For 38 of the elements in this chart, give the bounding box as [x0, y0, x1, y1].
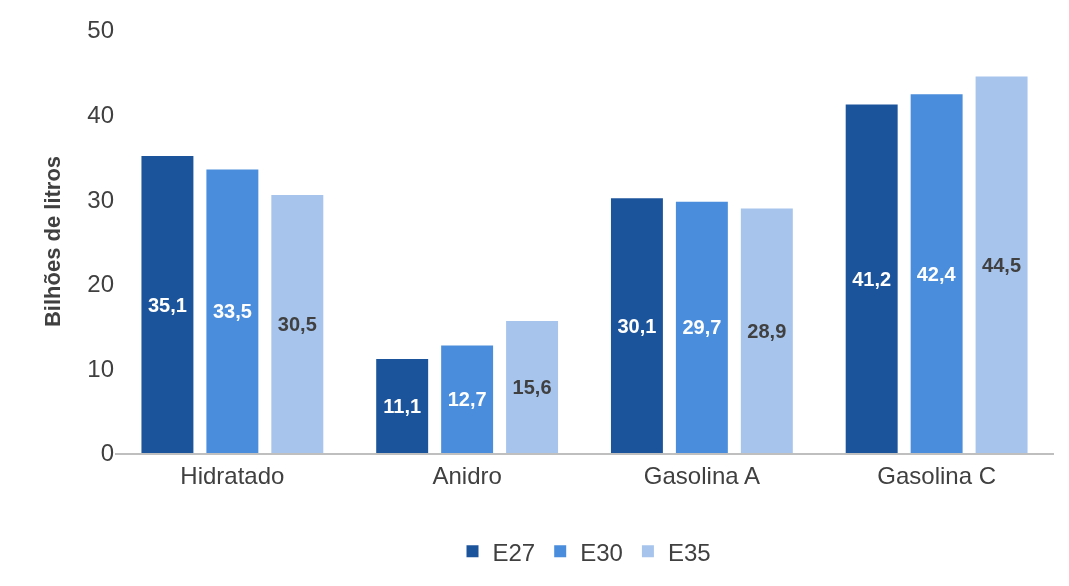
- data-label: 41,2: [852, 267, 892, 290]
- data-label: 12,7: [447, 388, 487, 411]
- x-tick-label: Hidratado: [180, 461, 285, 489]
- data-label: 29,7: [682, 316, 722, 339]
- x-tick-label: Anidro: [432, 461, 502, 489]
- data-label: 35,1: [147, 293, 187, 316]
- y-tick-label: 20: [87, 270, 114, 298]
- y-tick-label: 50: [87, 16, 114, 44]
- data-label: 42,4: [916, 262, 957, 285]
- bar: [271, 194, 324, 453]
- bar: [506, 321, 559, 453]
- data-label: 28,9: [747, 319, 787, 342]
- x-tick-label: Gasolina A: [643, 461, 760, 489]
- y-tick-label: 0: [100, 439, 114, 467]
- data-label: 44,5: [982, 253, 1022, 276]
- legend-label: E27: [492, 538, 536, 566]
- y-tick-label: 30: [87, 185, 114, 213]
- data-label: 11,1: [383, 395, 422, 418]
- bar: [141, 156, 194, 453]
- legend-label: E35: [667, 538, 711, 566]
- y-tick-label: 10: [87, 354, 114, 382]
- data-label: 15,6: [512, 376, 552, 399]
- bar: [845, 104, 898, 453]
- bar: [441, 345, 494, 453]
- y-axis-title: Bilhões de litros: [40, 155, 66, 328]
- bar: [740, 208, 793, 453]
- data-label: 33,5: [212, 300, 252, 323]
- bar: [610, 198, 663, 453]
- x-tick-label: Gasolina C: [877, 461, 996, 489]
- bar: [376, 359, 429, 453]
- bar: [675, 201, 728, 453]
- data-label: 30,1: [617, 314, 657, 337]
- data-label: 30,5: [277, 312, 317, 335]
- bar: [206, 169, 259, 453]
- legend-label: E30: [580, 538, 623, 566]
- bar: [910, 94, 963, 453]
- bar: [975, 76, 1028, 453]
- y-tick-label: 40: [87, 101, 114, 128]
